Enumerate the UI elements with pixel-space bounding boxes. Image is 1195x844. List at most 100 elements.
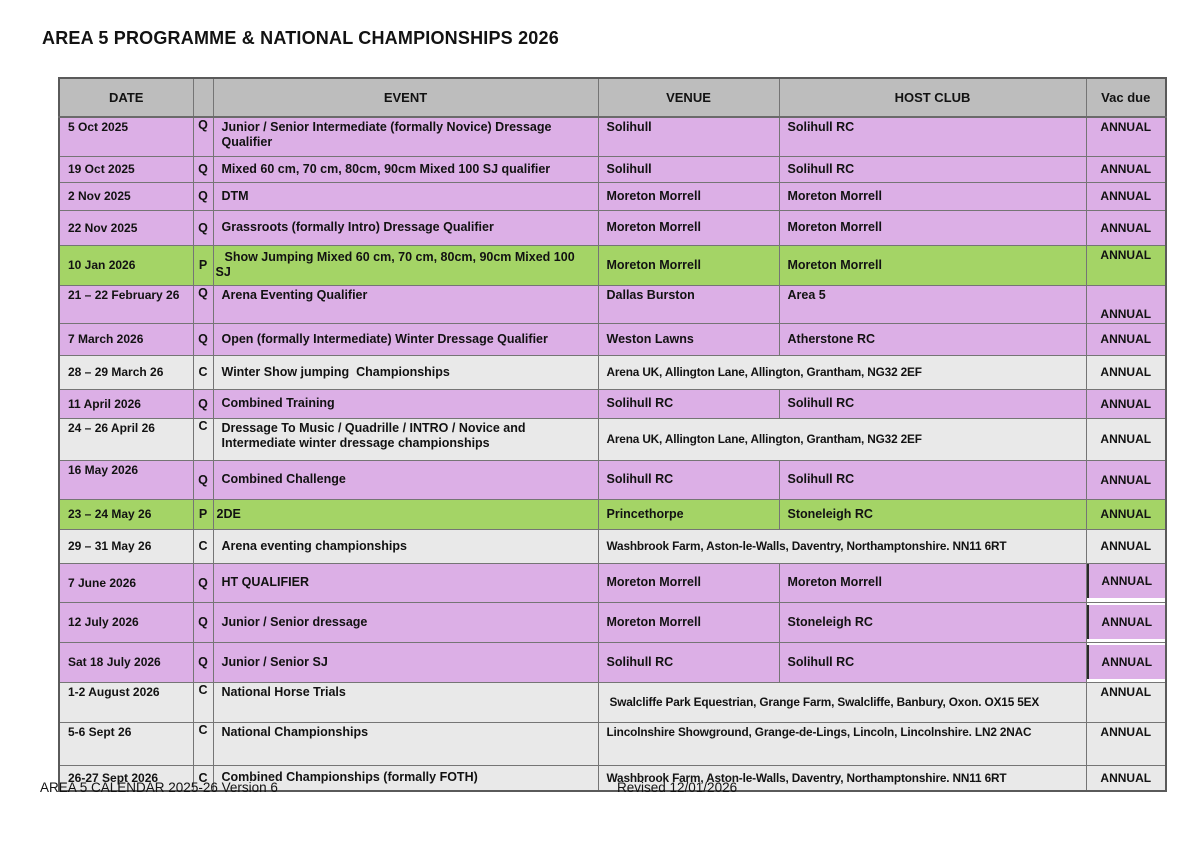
date-cell: 21 – 22 February 26 [58, 284, 194, 324]
event-cell: National Championships [212, 721, 599, 766]
event-cell: Arena eventing championships [212, 528, 599, 564]
code-cell: P [192, 244, 214, 286]
code-cell: Q [192, 562, 214, 603]
table-row: Sat 18 July 2026 Q Junior / Senior SJ So… [58, 641, 1167, 683]
date-cell: 22 Nov 2025 [58, 209, 194, 246]
code-cell: Q [192, 601, 214, 643]
vac-cell: ANNUAL [1085, 528, 1167, 564]
host-cell: Stoneleigh RC [778, 498, 1087, 530]
venue-cell: Moreton Morrell [597, 181, 780, 211]
event-cell: 2DE [212, 498, 599, 530]
header-code [192, 77, 214, 118]
host-cell: Atherstone RC [778, 322, 1087, 356]
vac-cell: ANNUAL [1085, 354, 1167, 390]
table-row: 7 March 2026 Q Open (formally Intermedia… [58, 322, 1167, 356]
vac-cell: ANNUAL [1085, 388, 1167, 419]
code-cell: Q [192, 388, 214, 419]
vac-cell: ANNUAL [1085, 116, 1167, 157]
date-cell: 12 July 2026 [58, 601, 194, 643]
date-cell: 5 Oct 2025 [58, 116, 194, 157]
host-cell: Solihull RC [778, 116, 1087, 157]
venue-cell: Washbrook Farm, Aston-le-Walls, Daventry… [597, 528, 1087, 564]
host-cell: Solihull RC [778, 641, 1087, 683]
event-cell: HT QUALIFIER [212, 562, 599, 603]
header-vac: Vac due [1085, 77, 1167, 118]
header-date: DATE [58, 77, 194, 118]
date-cell: 26-27 Sept 2026 [58, 764, 194, 792]
table-row: 29 – 31 May 26 C Arena eventing champion… [58, 528, 1167, 564]
events-table: DATE EVENT VENUE HOST CLUB Vac due 5 Oct… [58, 77, 1167, 792]
vac-cell: ANNUAL [1085, 209, 1167, 246]
date-cell: 2 Nov 2025 [58, 181, 194, 211]
host-cell: Area 5 [778, 284, 1087, 324]
table-row: 10 Jan 2026 P Show Jumping Mixed 60 cm, … [58, 244, 1167, 286]
event-cell: National Horse Trials [212, 681, 599, 723]
code-cell: C [192, 354, 214, 390]
event-cell: Open (formally Intermediate) Winter Dres… [212, 322, 599, 356]
code-cell: C [192, 681, 214, 723]
date-cell: 24 – 26 April 26 [58, 417, 194, 461]
table-row: 11 April 2026 Q Combined Training Solihu… [58, 388, 1167, 419]
event-cell: Mixed 60 cm, 70 cm, 80cm, 90cm Mixed 100… [212, 155, 599, 183]
vac-cell: ANNUAL [1085, 764, 1167, 792]
host-cell: Moreton Morrell [778, 181, 1087, 211]
table-row: 28 – 29 March 26 C Winter Show jumping C… [58, 354, 1167, 390]
event-cell: Junior / Senior SJ [212, 641, 599, 683]
host-cell: Solihull RC [778, 388, 1087, 419]
table-row: 2 Nov 2025 Q DTM Moreton Morrell Moreton… [58, 181, 1167, 211]
table-row: 19 Oct 2025 Q Mixed 60 cm, 70 cm, 80cm, … [58, 155, 1167, 183]
table-row: 12 July 2026 Q Junior / Senior dressage … [58, 601, 1167, 643]
code-cell: Q [192, 155, 214, 183]
host-cell: Solihull RC [778, 459, 1087, 500]
vac-cell: ANNUAL [1085, 601, 1167, 643]
event-cell: Combined Challenge [212, 459, 599, 500]
table-row: 23 – 24 May 26 P 2DE Princethorpe Stonel… [58, 498, 1167, 530]
venue-cell: Princethorpe [597, 498, 780, 530]
table-row: 26-27 Sept 2026 C Combined Championships… [58, 764, 1167, 792]
venue-cell: Lincolnshire Showground, Grange-de-Lings… [597, 721, 1087, 766]
date-cell: 29 – 31 May 26 [58, 528, 194, 564]
date-cell: 7 June 2026 [58, 562, 194, 603]
event-cell: Winter Show jumping Championships [212, 354, 599, 390]
table-row: 21 – 22 February 26 Q Arena Eventing Qua… [58, 284, 1167, 324]
code-cell: C [192, 528, 214, 564]
header-host: HOST CLUB [778, 77, 1087, 118]
event-cell: Combined Training [212, 388, 599, 419]
venue-cell: Weston Lawns [597, 322, 780, 356]
host-cell: Solihull RC [778, 155, 1087, 183]
vac-cell: ANNUAL [1085, 322, 1167, 356]
table-row: 5-6 Sept 26 C National Championships Lin… [58, 721, 1167, 766]
host-cell: Moreton Morrell [778, 209, 1087, 246]
date-cell: 23 – 24 May 26 [58, 498, 194, 530]
code-cell: Q [192, 322, 214, 356]
venue-cell: Moreton Morrell [597, 601, 780, 643]
date-cell: 1-2 August 2026 [58, 681, 194, 723]
venue-cell: Solihull RC [597, 459, 780, 500]
venue-cell: Solihull [597, 155, 780, 183]
vac-cell: ANNUAL [1085, 417, 1167, 461]
host-cell: Stoneleigh RC [778, 601, 1087, 643]
venue-cell: Solihull RC [597, 641, 780, 683]
code-cell: Q [192, 641, 214, 683]
vac-cell: ANNUAL [1085, 562, 1167, 603]
event-cell: Grassroots (formally Intro) Dressage Qua… [212, 209, 599, 246]
vac-textbox: ANNUAL [1087, 644, 1165, 679]
page-title: AREA 5 PROGRAMME & NATIONAL CHAMPIONSHIP… [42, 28, 559, 48]
venue-cell: Moreton Morrell [597, 209, 780, 246]
vac-cell: ANNUAL [1085, 681, 1167, 723]
vac-cell: ANNUAL [1085, 641, 1167, 683]
host-cell: Moreton Morrell [778, 562, 1087, 603]
vac-cell: ANNUAL [1085, 721, 1167, 766]
venue-cell: Dallas Burston [597, 284, 780, 324]
venue-cell: Solihull RC [597, 388, 780, 419]
vac-cell: ANNUAL [1085, 498, 1167, 530]
date-cell: 16 May 2026 [58, 459, 194, 500]
footer-version-text: AREA 5 CALENDAR 2025-26 Version 6 [40, 780, 278, 795]
table-row: 24 – 26 April 26 C Dressage To Music / Q… [58, 417, 1167, 461]
vac-textbox: ANNUAL [1087, 564, 1165, 598]
vac-textbox: ANNUAL [1087, 604, 1165, 639]
header-venue: VENUE [597, 77, 780, 118]
code-cell: Q [192, 209, 214, 246]
table-row: 16 May 2026 Q Combined Challenge Solihul… [58, 459, 1167, 500]
code-cell: Q [192, 459, 214, 500]
